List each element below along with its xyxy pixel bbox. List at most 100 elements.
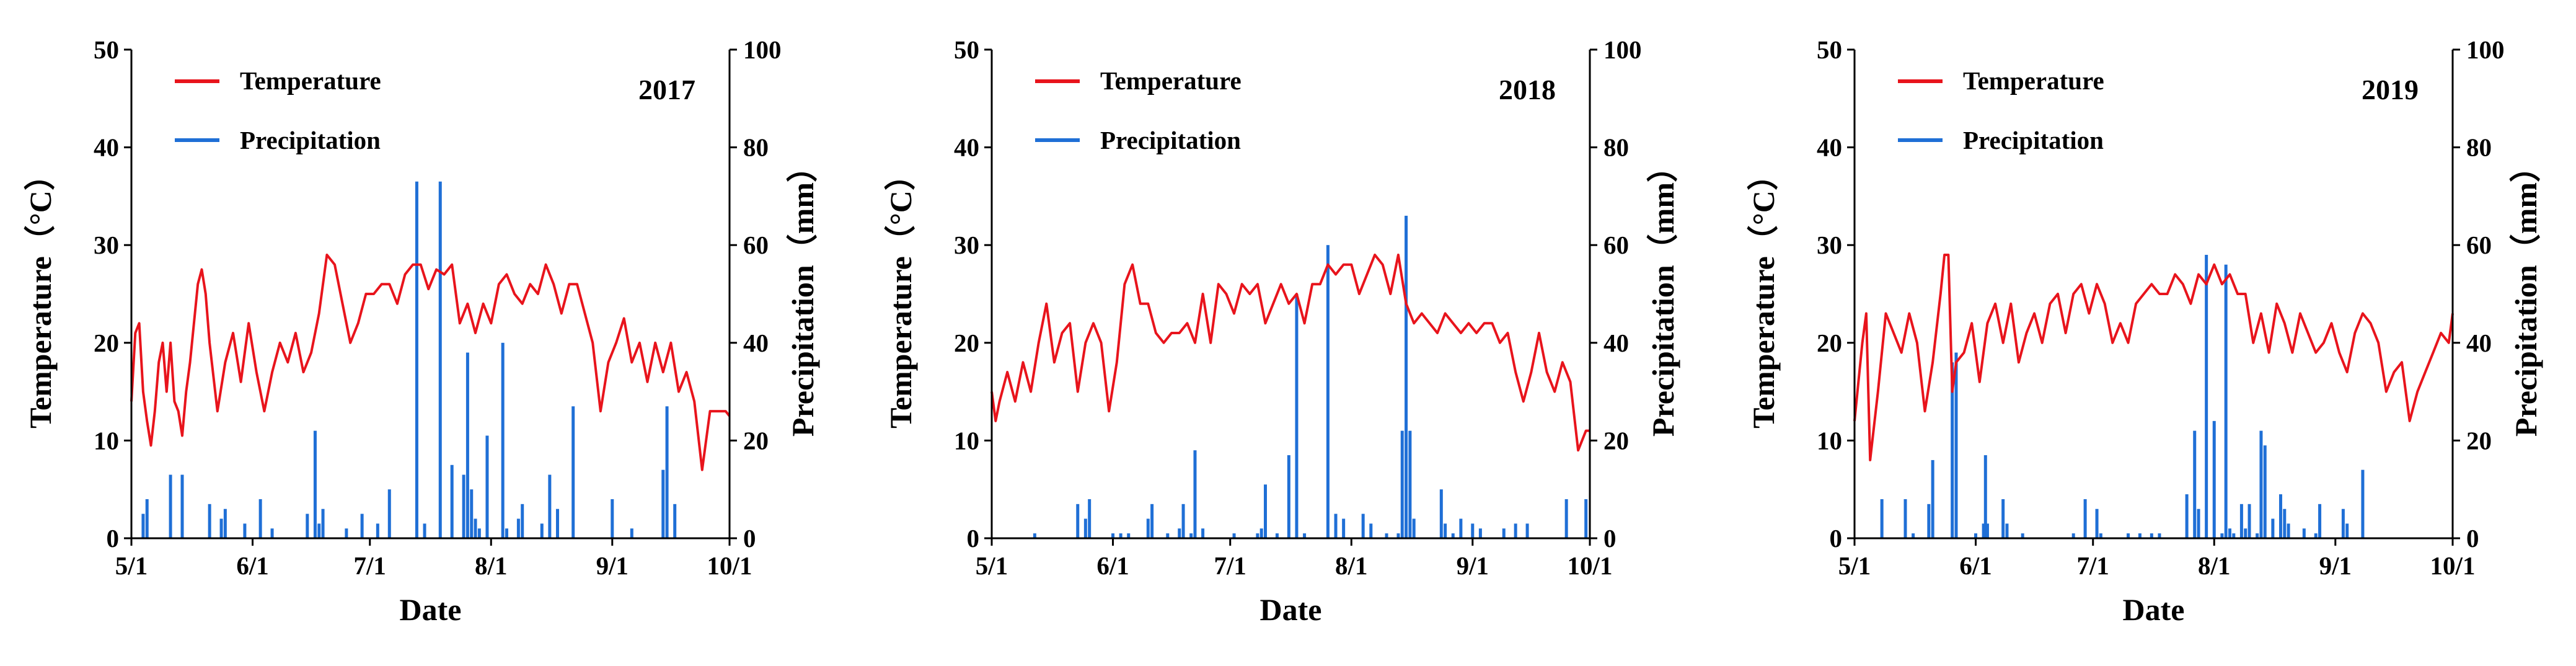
precipitation-bar — [2001, 499, 2005, 538]
precipitation-bar — [2228, 528, 2231, 538]
precipitation-bar — [1525, 523, 1529, 538]
precipitation-bar — [1903, 499, 1907, 538]
x-tick-label: 5/1 — [115, 551, 148, 580]
precipitation-bar — [2005, 523, 2009, 538]
precipitation-bar — [180, 474, 184, 538]
precipitation-bar — [321, 508, 325, 538]
x-tick-label: 6/1 — [1096, 551, 1129, 580]
precipitation-bar — [2259, 430, 2263, 538]
right-axis-title: Precipitation（mm） — [1646, 151, 1680, 437]
left-y-tick-label: 10 — [954, 426, 979, 455]
chart-panel-2017: 0 10 20 30 40 50 0 20 40 60 80 100 5/1 6/1 7/1 8/1 9/1 10… — [23, 35, 820, 627]
precipitation-bar — [1412, 518, 1416, 538]
precipitation-bar — [1982, 523, 1985, 538]
precipitation-bar — [1974, 533, 1978, 538]
left-y-tick-label: 30 — [94, 231, 119, 259]
precipitation-bar — [501, 342, 505, 538]
precipitation-bar — [306, 513, 309, 538]
precipitation-bar — [1201, 528, 1205, 538]
legend-precipitation-label: Precipitation — [1100, 126, 1241, 154]
chart-panel-2019: 0 10 20 30 40 50 0 20 40 60 80 100 5/1 6/1 7/1 8/1 9/1 10… — [1746, 35, 2543, 627]
precipitation-bar — [1400, 430, 1404, 538]
precipitation-bar — [548, 474, 552, 538]
precipitation-bar — [1342, 518, 1346, 538]
precipitation-bar — [360, 513, 364, 538]
left-y-tick-label: 10 — [1817, 426, 1842, 455]
precipitation-bar — [2212, 420, 2216, 538]
legend: Temperature Precipitation — [175, 66, 381, 154]
precipitation-bar — [1181, 504, 1185, 538]
chart-panel-2018: 0 10 20 30 40 50 0 20 40 60 80 100 5/1 6/1 7/1 8/1 9/1 10… — [883, 35, 1680, 627]
precipitation-bar — [1275, 533, 1279, 538]
precipitation-bar — [1295, 294, 1299, 538]
left-axis-title: Temperature（°C） — [883, 159, 918, 428]
precipitation-bar — [387, 489, 391, 538]
legend-temperature-label: Temperature — [1100, 66, 1242, 95]
x-tick-label: 7/1 — [2077, 551, 2109, 580]
precipitation-bar — [505, 528, 508, 538]
precipitation-bar — [1264, 484, 1268, 538]
precipitation-bar — [141, 513, 145, 538]
precipitation-bar — [1119, 533, 1123, 538]
right-y-tick-label: 0 — [1603, 524, 1617, 553]
precipitation-bar — [462, 474, 465, 538]
precipitation-bar — [2205, 254, 2208, 538]
precipitation-bar — [485, 435, 489, 538]
precipitation-bar — [611, 499, 614, 538]
precipitation-bar — [258, 499, 262, 538]
legend: Temperature Precipitation — [1898, 66, 2104, 154]
precipitation-bar — [1408, 430, 1412, 538]
x-tick-label: 5/1 — [1838, 551, 1871, 580]
precipitation-bar — [2197, 508, 2200, 538]
left-y-tick-label: 50 — [954, 35, 979, 64]
precipitation-bar — [1931, 460, 1934, 538]
precipitation-bar — [1076, 504, 1080, 538]
precipitation-bar — [2318, 504, 2322, 538]
precipitation-bar — [1111, 533, 1115, 538]
precipitation-bar — [1514, 523, 1517, 538]
left-y-tick-label: 20 — [94, 329, 119, 357]
precipitation-series — [1033, 215, 1588, 538]
precipitation-bar — [208, 504, 211, 538]
precipitation-bar — [1459, 518, 1463, 538]
precipitation-bar — [2127, 533, 2130, 538]
right-y-tick-label: 100 — [1603, 35, 1642, 64]
precipitation-bar — [1912, 533, 1915, 538]
precipitation-bar — [2232, 533, 2236, 538]
precipitation-bar — [1471, 523, 1475, 538]
x-tick-label: 10/1 — [1568, 551, 1613, 580]
precipitation-bar — [1287, 455, 1290, 538]
precipitation-bar — [450, 464, 454, 538]
left-y-tick-label: 20 — [954, 329, 979, 357]
left-y-tick-label: 10 — [94, 426, 119, 455]
precipitation-bar — [415, 181, 418, 538]
left-y-tick-label: 40 — [954, 133, 979, 162]
left-y-tick-label: 40 — [1817, 133, 1842, 162]
precipitation-bar — [2341, 508, 2345, 538]
legend-temperature-label: Temperature — [1963, 66, 2104, 95]
precipitation-bar — [2263, 445, 2267, 538]
chart-title: 2019 — [2362, 74, 2419, 105]
precipitation-bar — [2278, 494, 2282, 538]
x-tick-label: 8/1 — [2198, 551, 2230, 580]
precipitation-bar — [270, 528, 274, 538]
x-tick-label: 7/1 — [1214, 551, 1246, 580]
precipitation-bar — [540, 523, 544, 538]
right-y-tick-label: 100 — [743, 35, 782, 64]
precipitation-bar — [1088, 499, 1092, 538]
precipitation-bar — [2071, 533, 2075, 538]
precipitation-bar — [1326, 245, 1330, 538]
precipitation-bar — [1451, 533, 1455, 538]
right-y-tick-label: 20 — [1603, 426, 1629, 455]
precipitation-series — [141, 181, 677, 538]
precipitation-bar — [1405, 215, 1408, 538]
precipitation-bar — [2239, 504, 2243, 538]
precipitation-bar — [630, 528, 633, 538]
right-y-tick-label: 40 — [743, 329, 769, 357]
precipitation-bar — [1584, 499, 1588, 538]
legend-precipitation-label: Precipitation — [1963, 126, 2104, 154]
legend-precipitation-label: Precipitation — [240, 126, 381, 154]
precipitation-bar — [1146, 518, 1150, 538]
precipitation-bar — [1150, 504, 1154, 538]
right-y-tick-label: 60 — [1603, 231, 1629, 259]
